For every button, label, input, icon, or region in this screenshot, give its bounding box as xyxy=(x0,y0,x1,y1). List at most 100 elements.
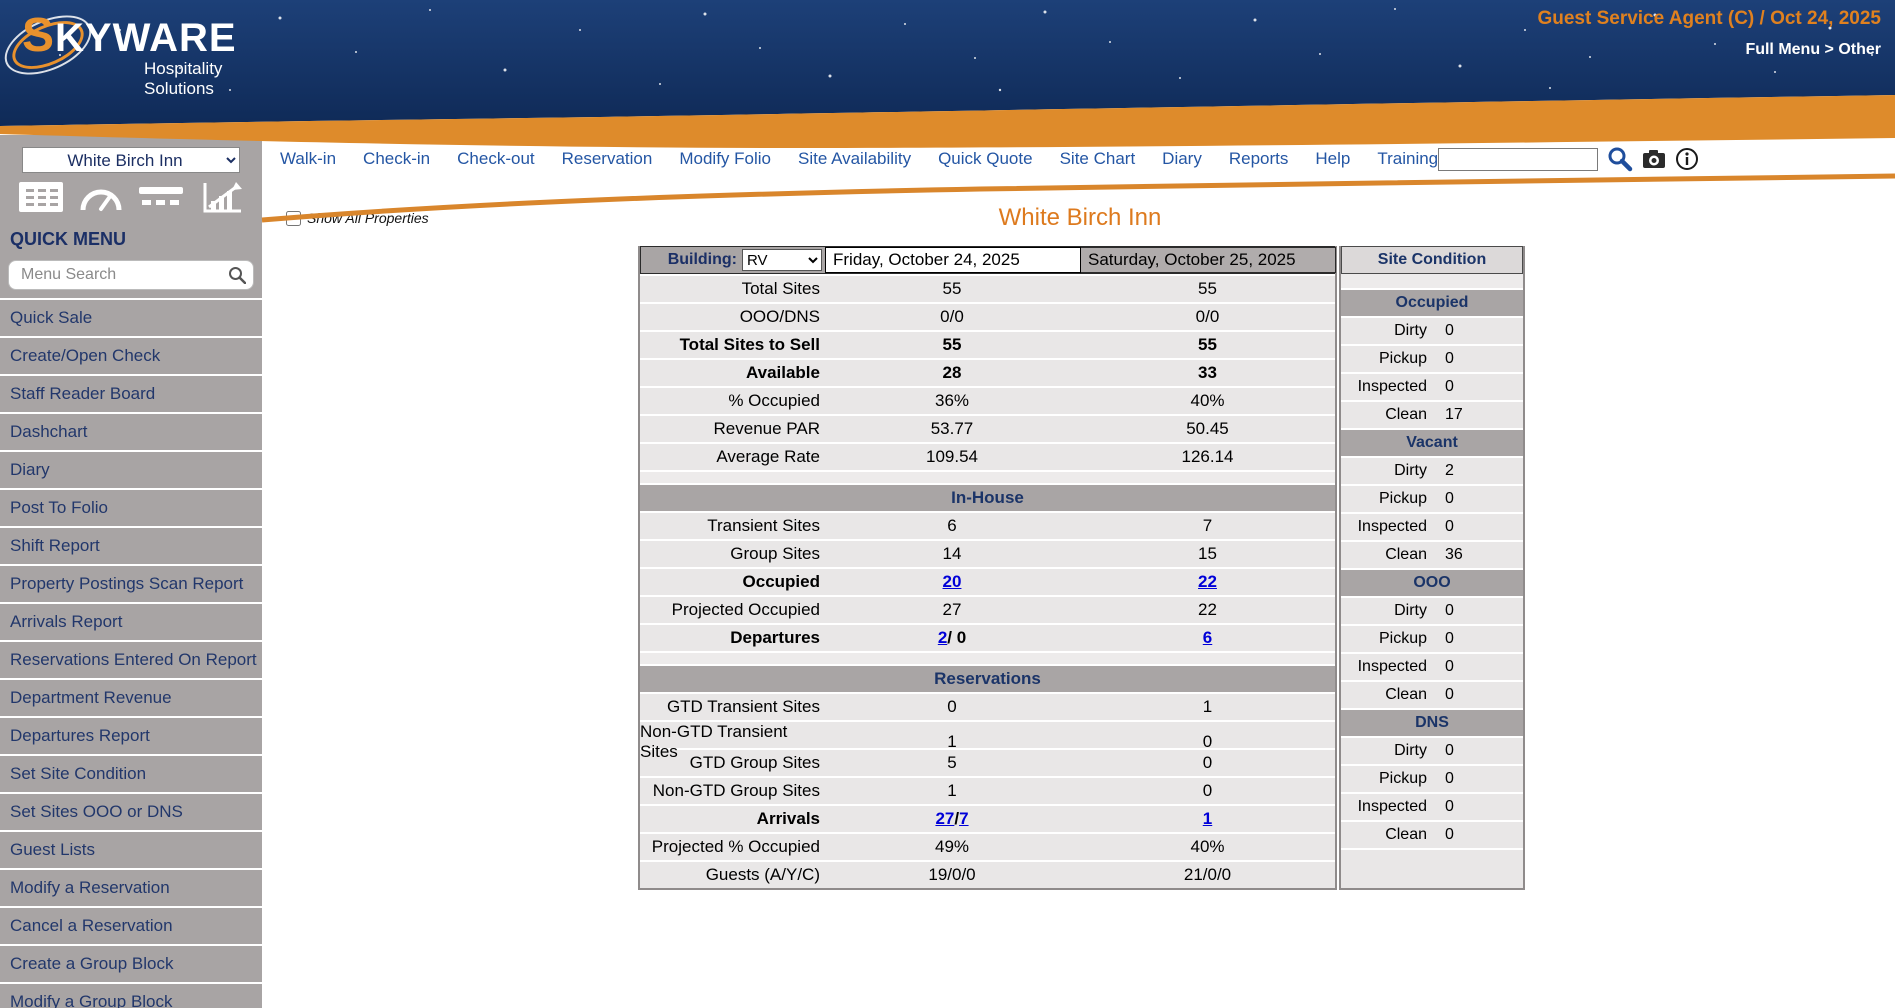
value-link[interactable]: 20 xyxy=(942,572,962,591)
table-cell: 2 / 0 xyxy=(824,625,1080,651)
condition-row-ooo-pickup: Pickup 0 xyxy=(1341,624,1523,652)
chart-icon[interactable] xyxy=(198,181,244,215)
table-row-total-sites: Total Sites 55 55 xyxy=(640,274,1335,302)
show-all-properties-checkbox[interactable] xyxy=(286,210,301,226)
search-icon[interactable] xyxy=(1607,146,1633,172)
condition-row-dns-inspected: Inspected 0 xyxy=(1341,792,1523,820)
show-all-properties-label: Show All Properties xyxy=(307,210,429,226)
table-row-guests-a-y-c: Guests (A/Y/C) 19/0/0 21/0/0 xyxy=(640,860,1335,888)
condition-label: Clean xyxy=(1385,826,1427,843)
condition-row-ooo-dirty: Dirty 0 xyxy=(1341,596,1523,624)
top-search-input[interactable] xyxy=(1438,147,1599,171)
search-icon[interactable] xyxy=(228,266,246,284)
nav-link-walk-in[interactable]: Walk-in xyxy=(280,149,337,168)
sidebar: White Birch Inn xyxy=(0,135,262,1008)
condition-value: 0 xyxy=(1445,350,1454,367)
nav-link-diary[interactable]: Diary xyxy=(1162,149,1202,168)
table-cell: 33 xyxy=(1198,363,1217,382)
table-cell: 0/0 xyxy=(1195,307,1220,326)
sidebar-item-quick-sale[interactable]: Quick Sale xyxy=(0,298,262,336)
table-cell: 0 xyxy=(947,697,957,716)
table-cell: 6 xyxy=(947,516,957,535)
sidebar-item-create-a-group-block[interactable]: Create a Group Block xyxy=(0,944,262,982)
sidebar-item-set-site-condition[interactable]: Set Site Condition xyxy=(0,754,262,792)
show-all-properties: Show All Properties xyxy=(286,210,429,226)
value-text: / xyxy=(954,809,960,828)
condition-value: 0 xyxy=(1445,378,1454,395)
value-link[interactable]: 1 xyxy=(1202,809,1213,828)
nav-link-check-in[interactable]: Check-in xyxy=(363,149,431,168)
sidebar-item-guest-lists[interactable]: Guest Lists xyxy=(0,830,262,868)
value-link[interactable]: 27 xyxy=(935,809,955,828)
table-spacer xyxy=(640,470,1335,483)
info-icon[interactable] xyxy=(1675,147,1699,171)
condition-row-dns-dirty: Dirty 0 xyxy=(1341,736,1523,764)
page-title: White Birch Inn xyxy=(998,204,1162,231)
table-cell: 0/0 xyxy=(940,307,964,326)
table-cell: 14 xyxy=(942,544,962,563)
sidebar-item-dashchart[interactable]: Dashchart xyxy=(0,412,262,450)
nav-link-check-out[interactable]: Check-out xyxy=(457,149,535,168)
menu-search-input[interactable] xyxy=(8,260,254,290)
sidebar-item-reservations-entered-on-report[interactable]: Reservations Entered On Report xyxy=(0,640,262,678)
sidebar-item-property-postings-scan-report[interactable]: Property Postings Scan Report xyxy=(0,564,262,602)
site-condition-title: Site Condition xyxy=(1341,246,1523,274)
condition-value: 0 xyxy=(1445,742,1454,759)
grid-table-icon[interactable] xyxy=(18,181,64,213)
sidebar-item-modify-a-group-block[interactable]: Modify a Group Block xyxy=(0,982,262,1008)
row-label: OOO/DNS xyxy=(739,307,820,326)
logo-tagline: Hospitality Solutions xyxy=(144,59,223,98)
sidebar-item-modify-a-reservation[interactable]: Modify a Reservation xyxy=(0,868,262,906)
table-row-average-rate: Average Rate 109.54 126.14 xyxy=(640,442,1335,470)
nav-link-training[interactable]: Training xyxy=(1377,149,1439,168)
table-cell: 0 xyxy=(1202,781,1213,800)
sidebar-item-arrivals-report[interactable]: Arrivals Report xyxy=(0,602,262,640)
building-select[interactable]: RV xyxy=(742,249,822,271)
condition-label: Clean xyxy=(1385,406,1427,423)
table-row-total-sites-to-sell: Total Sites to Sell 55 55 xyxy=(640,330,1335,358)
nav-link-site-availability[interactable]: Site Availability xyxy=(797,149,912,168)
value-link[interactable]: 7 xyxy=(959,809,969,828)
sidebar-item-shift-report[interactable]: Shift Report xyxy=(0,526,262,564)
nav-link-modify-folio[interactable]: Modify Folio xyxy=(679,149,771,168)
condition-value: 0 xyxy=(1445,658,1454,675)
sidebar-item-diary[interactable]: Diary xyxy=(0,450,262,488)
list-rows-icon[interactable] xyxy=(138,181,184,213)
row-label: Arrivals xyxy=(756,809,820,828)
camera-icon[interactable] xyxy=(1642,149,1666,169)
sidebar-item-create-open-check[interactable]: Create/Open Check xyxy=(0,336,262,374)
row-label: Group Sites xyxy=(730,544,820,563)
top-nav: Walk-in Check-in Check-out Reservation Modif… xyxy=(262,146,1895,172)
table-cell: 20 xyxy=(824,569,1080,595)
date-column-2[interactable]: Saturday, October 25, 2025 xyxy=(1081,247,1336,273)
condition-value: 0 xyxy=(1445,518,1454,535)
nav-link-site-chart[interactable]: Site Chart xyxy=(1059,149,1136,168)
table-cell: 40% xyxy=(1190,391,1225,410)
logo-wordmark: SKYWARE xyxy=(22,9,237,62)
condition-row-vacant-dirty: Dirty 2 xyxy=(1341,456,1523,484)
skyware-logo[interactable]: SKYWARE Hospitality Solutions xyxy=(0,3,282,98)
sidebar-item-departures-report[interactable]: Departures Report xyxy=(0,716,262,754)
value-link[interactable]: 22 xyxy=(1198,572,1217,591)
nav-link-reports[interactable]: Reports xyxy=(1228,149,1289,168)
full-menu-breadcrumb[interactable]: Full Menu > Other xyxy=(1745,41,1881,58)
table-row-projected-occupied: Projected Occupied 27 22 xyxy=(640,595,1335,623)
value-link[interactable]: 2 xyxy=(937,628,948,647)
sidebar-item-staff-reader-board[interactable]: Staff Reader Board xyxy=(0,374,262,412)
condition-value: 36 xyxy=(1445,546,1463,563)
date-column-1[interactable]: Friday, October 24, 2025 xyxy=(825,247,1081,273)
sidebar-item-set-sites-ooo-or-dns[interactable]: Set Sites OOO or DNS xyxy=(0,792,262,830)
gauge-icon[interactable] xyxy=(78,181,124,213)
sidebar-item-department-revenue[interactable]: Department Revenue xyxy=(0,678,262,716)
condition-row-occupied-dirty: Dirty 0 xyxy=(1341,316,1523,344)
row-label: Projected % Occupied xyxy=(651,837,820,856)
table-cell: 15 xyxy=(1198,544,1217,563)
sidebar-item-post-to-folio[interactable]: Post To Folio xyxy=(0,488,262,526)
sidebar-item-cancel-a-reservation[interactable]: Cancel a Reservation xyxy=(0,906,262,944)
value-link[interactable]: 6 xyxy=(1202,628,1213,647)
nav-link-quick-quote[interactable]: Quick Quote xyxy=(938,149,1033,168)
property-select[interactable]: White Birch Inn xyxy=(22,147,240,173)
nav-link-reservation[interactable]: Reservation xyxy=(561,149,653,168)
nav-link-help[interactable]: Help xyxy=(1315,149,1351,168)
condition-group-occupied: Occupied xyxy=(1341,288,1523,316)
